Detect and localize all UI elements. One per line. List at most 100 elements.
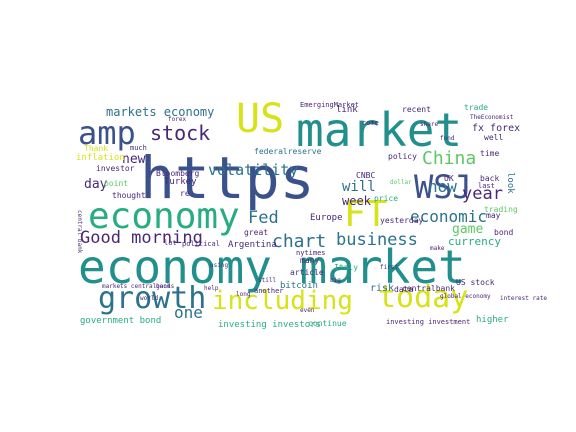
cloud-word: help (204, 285, 219, 292)
cloud-word: nytimes (296, 249, 326, 257)
cloud-word: Good morning (80, 228, 203, 248)
cloud-word: fund (440, 135, 455, 142)
cloud-word: economy market (78, 240, 466, 294)
cloud-word: Italy (334, 263, 358, 272)
cloud-word: lot (164, 239, 177, 247)
cloud-word: government bond (80, 316, 161, 326)
cloud-word: volatility (208, 161, 298, 179)
cloud-word: trade (464, 103, 488, 112)
cloud-word: investor (96, 164, 135, 173)
cloud-word: re (180, 189, 190, 198)
cloud-word: markets economy (106, 105, 214, 119)
cloud-word: bond (494, 228, 513, 237)
cloud-word: first (380, 264, 398, 271)
cloud-word: well (484, 133, 503, 142)
cloud-word: bitcoin (280, 281, 318, 291)
cloud-word: day (84, 177, 108, 192)
cloud-word: risk (370, 283, 394, 294)
cloud-word: today (378, 280, 468, 315)
cloud-word: Europe (310, 213, 343, 223)
cloud-word: policy (388, 152, 417, 161)
cloud-word: using (210, 262, 228, 269)
cloud-word: great (244, 228, 268, 237)
cloud-word: time (480, 149, 499, 158)
cloud-word: dollar (390, 179, 412, 186)
cloud-word: UK (444, 174, 454, 183)
cloud-word: interest rate (500, 295, 547, 302)
cloud-word: forex (168, 116, 186, 123)
cloud-word: back (480, 174, 499, 183)
cloud-word: much (130, 144, 147, 152)
cloud-word: one (174, 303, 203, 322)
cloud-word: still (258, 277, 276, 284)
cloud-word: US (236, 96, 284, 142)
cloud-word: make (430, 245, 445, 252)
cloud-word: trading (484, 205, 518, 214)
cloud-word: FT (344, 194, 387, 235)
cloud-word: good (156, 283, 171, 290)
cloud-word: amp (78, 114, 136, 152)
cloud-word: investing investors (218, 320, 321, 330)
cloud-word: price (374, 194, 398, 203)
cloud-word: continue (308, 319, 347, 328)
cloud-word: including (212, 286, 353, 316)
cloud-word: year (462, 184, 503, 204)
cloud-word: https (140, 144, 315, 212)
cloud-word: thought (112, 191, 146, 200)
cloud-word: economy (88, 196, 240, 237)
cloud-word: week (342, 194, 372, 208)
cloud-word: business (336, 230, 418, 250)
cloud-word: currency (448, 235, 501, 248)
cloud-word: recent (402, 105, 431, 114)
cloud-word: may (486, 211, 501, 220)
cloud-word: fx forex (472, 123, 520, 134)
cloud-word: Turkey (164, 177, 197, 187)
cloud-word: will (342, 179, 376, 195)
cloud-word: central bank (76, 210, 83, 254)
cloud-word: point (104, 179, 128, 188)
cloud-word: Argentina (228, 240, 277, 250)
cloud-word: come (362, 119, 379, 127)
cloud-word: long (236, 291, 251, 298)
cloud-word: CNBC (356, 171, 375, 180)
cloud-word: data (394, 285, 413, 294)
cloud-word: TheEconomist (470, 114, 514, 121)
cloud-word: political (182, 240, 220, 248)
cloud-word: game (452, 222, 483, 237)
cloud-word: higher (476, 315, 509, 325)
cloud-word: Thank (84, 144, 108, 153)
cloud-word: link (336, 105, 358, 115)
cloud-word: investing investment (386, 318, 470, 326)
cloud-word: centralbank (402, 284, 455, 293)
cloud-word: Fed (248, 208, 279, 228)
cloud-word: economic (410, 207, 487, 226)
cloud-word: chart (272, 231, 326, 252)
cloud-word: share (420, 121, 438, 128)
cloud-word: federalreserve (254, 147, 322, 156)
cloud-word: stock (150, 121, 210, 145)
cloud-word: last (478, 182, 495, 190)
cloud-word: inflation (76, 153, 125, 163)
cloud-word: market (296, 103, 462, 157)
cloud-word: new (122, 152, 146, 167)
cloud-word: even (300, 307, 315, 314)
cloud-word: growth (98, 281, 206, 316)
cloud-word: look (505, 172, 515, 194)
cloud-word: WSJ (414, 168, 472, 206)
cloud-word: US stock (456, 278, 495, 287)
cloud-word: world (140, 295, 158, 302)
cloud-word: article (290, 268, 324, 277)
cloud-word: EmergingMarket (300, 101, 359, 109)
cloud-word: Bloomberg (156, 169, 200, 178)
cloud-word: markets centralbanks (102, 283, 175, 290)
cloud-word: yesterday (380, 216, 424, 225)
cloud-word: now (428, 177, 457, 196)
cloud-word: global economy (440, 293, 491, 300)
cloud-word: many (300, 256, 319, 265)
cloud-word: big (330, 277, 341, 284)
cloud-word: China (422, 148, 476, 169)
cloud-word: another (254, 287, 284, 295)
